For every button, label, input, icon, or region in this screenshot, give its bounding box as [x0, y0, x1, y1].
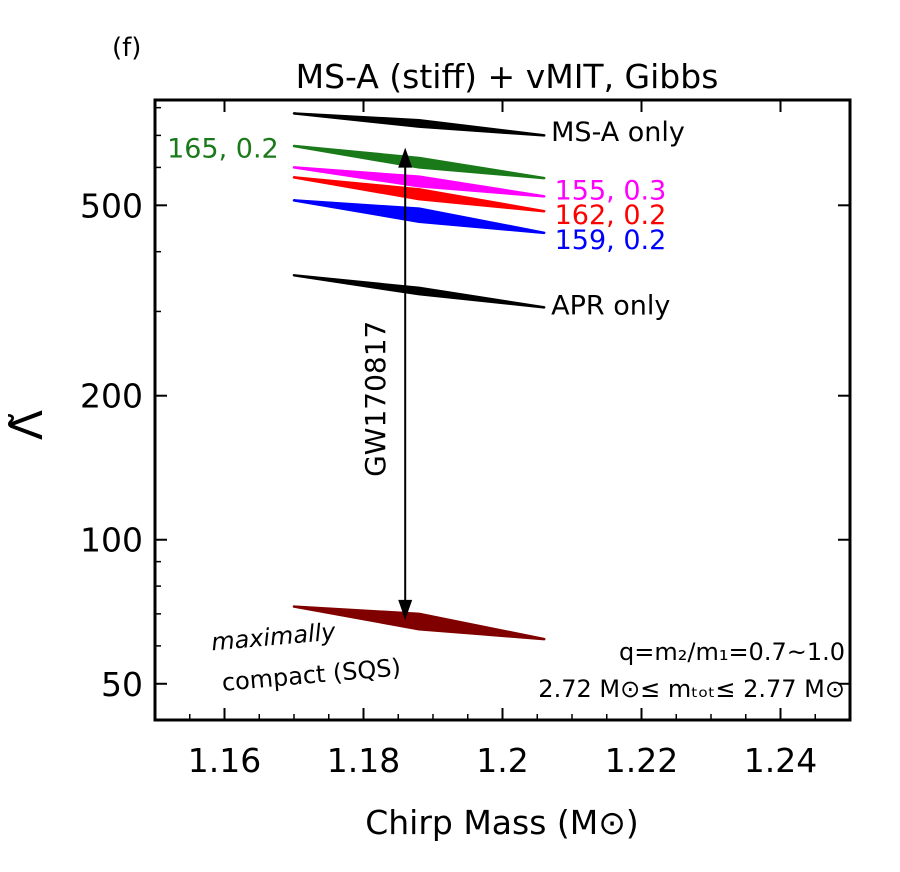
panel-label: (f): [112, 33, 141, 63]
sqs-label-line2: compact (SQS): [221, 653, 402, 697]
series-label-2: 155, 0.3: [555, 175, 667, 206]
sqs-label-line1: maximally: [210, 618, 337, 657]
arrow-label: GW170817: [359, 321, 392, 477]
series-label-5: APR only: [551, 291, 670, 322]
x-axis-label: Chirp Mass (M⊙): [365, 803, 639, 842]
series-label-1: 165, 0.2: [167, 134, 279, 165]
x-tick-label-3: 1.22: [605, 741, 678, 780]
bands-layer: [292, 112, 546, 641]
band-4: [292, 199, 546, 235]
series-label-4: 159, 0.2: [555, 225, 667, 256]
arrow-head-bottom: [398, 599, 413, 620]
y-tick-label-1: 100: [80, 521, 143, 560]
band-0: [292, 112, 546, 137]
y-axis-label: Λ̃: [2, 410, 53, 440]
series-label-0: MS-A only: [551, 117, 685, 148]
arrow-head-top: [398, 147, 413, 168]
x-tick-label-0: 1.16: [188, 741, 261, 780]
x-tick-label-1: 1.18: [327, 741, 400, 780]
y-tick-label-3: 500: [80, 186, 143, 225]
mtot-annotation: 2.72 M⊙≤ mₜₒₜ≤ 2.77 M⊙: [538, 675, 845, 703]
chart-title: MS-A (stiff) + vMIT, Gibbs: [296, 57, 719, 96]
y-tick-label-2: 200: [80, 377, 143, 416]
y-ticks: 50 100 200 500: [80, 106, 850, 704]
band-5: [292, 274, 546, 309]
x-tick-label-4: 1.24: [744, 741, 817, 780]
q-annotation: q=m₂/m₁=0.7~1.0: [619, 638, 845, 666]
y-tick-label-0: 50: [101, 665, 143, 704]
x-tick-label-2: 1.2: [476, 741, 528, 780]
gw170817-arrow: GW170817: [359, 147, 413, 620]
series-label-3: 162, 0.2: [555, 200, 667, 231]
band-1: [292, 144, 546, 180]
band-3: [292, 176, 546, 213]
band-6: [292, 605, 546, 641]
band-2: [292, 166, 546, 198]
x-ticks: 1.16 1.18 1.2 1.22 1.24: [188, 100, 851, 780]
